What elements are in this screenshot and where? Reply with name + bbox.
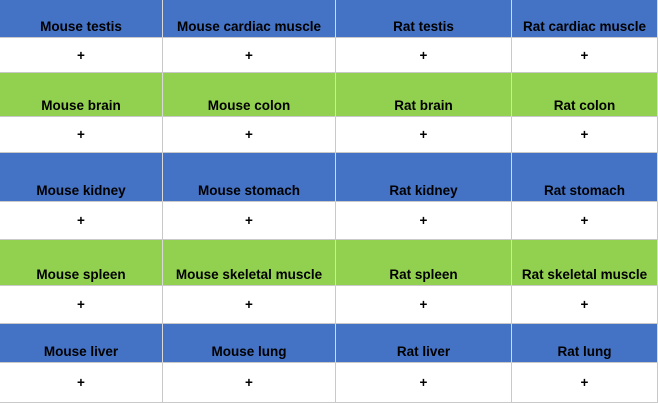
presence-mark: +	[163, 202, 336, 240]
tissue-label: Rat cardiac muscle	[512, 0, 658, 38]
presence-mark: +	[336, 286, 512, 324]
presence-mark: +	[163, 286, 336, 324]
tissue-label: Rat brain	[336, 73, 512, 117]
tissue-label: Rat liver	[336, 324, 512, 363]
presence-mark: +	[336, 117, 512, 153]
tissue-label: Rat kidney	[336, 153, 512, 202]
tissue-label: Mouse lung	[163, 324, 336, 363]
presence-mark: +	[0, 117, 163, 153]
tissue-label: Mouse cardiac muscle	[163, 0, 336, 38]
presence-mark: +	[512, 38, 658, 73]
presence-mark: +	[163, 117, 336, 153]
presence-mark: +	[163, 363, 336, 403]
tissue-label: Rat spleen	[336, 240, 512, 286]
presence-mark: +	[512, 286, 658, 324]
tissue-label: Rat stomach	[512, 153, 658, 202]
presence-mark: +	[0, 363, 163, 403]
presence-mark: +	[512, 117, 658, 153]
tissue-label: Mouse stomach	[163, 153, 336, 202]
tissue-label: Mouse liver	[0, 324, 163, 363]
presence-mark: +	[336, 202, 512, 240]
presence-mark: +	[0, 38, 163, 73]
presence-mark: +	[512, 202, 658, 240]
tissue-label: Mouse spleen	[0, 240, 163, 286]
presence-mark: +	[0, 202, 163, 240]
tissue-label: Rat colon	[512, 73, 658, 117]
presence-mark: +	[512, 363, 658, 403]
tissue-label: Mouse brain	[0, 73, 163, 117]
tissue-label: Rat lung	[512, 324, 658, 363]
presence-mark: +	[163, 38, 336, 73]
presence-mark: +	[336, 38, 512, 73]
tissue-label: Mouse kidney	[0, 153, 163, 202]
tissue-label: Rat skeletal muscle	[512, 240, 658, 286]
tissue-label: Mouse testis	[0, 0, 163, 38]
tissue-label: Mouse skeletal muscle	[163, 240, 336, 286]
presence-mark: +	[336, 363, 512, 403]
tissue-label: Mouse colon	[163, 73, 336, 117]
presence-mark: +	[0, 286, 163, 324]
tissue-label: Rat testis	[336, 0, 512, 38]
